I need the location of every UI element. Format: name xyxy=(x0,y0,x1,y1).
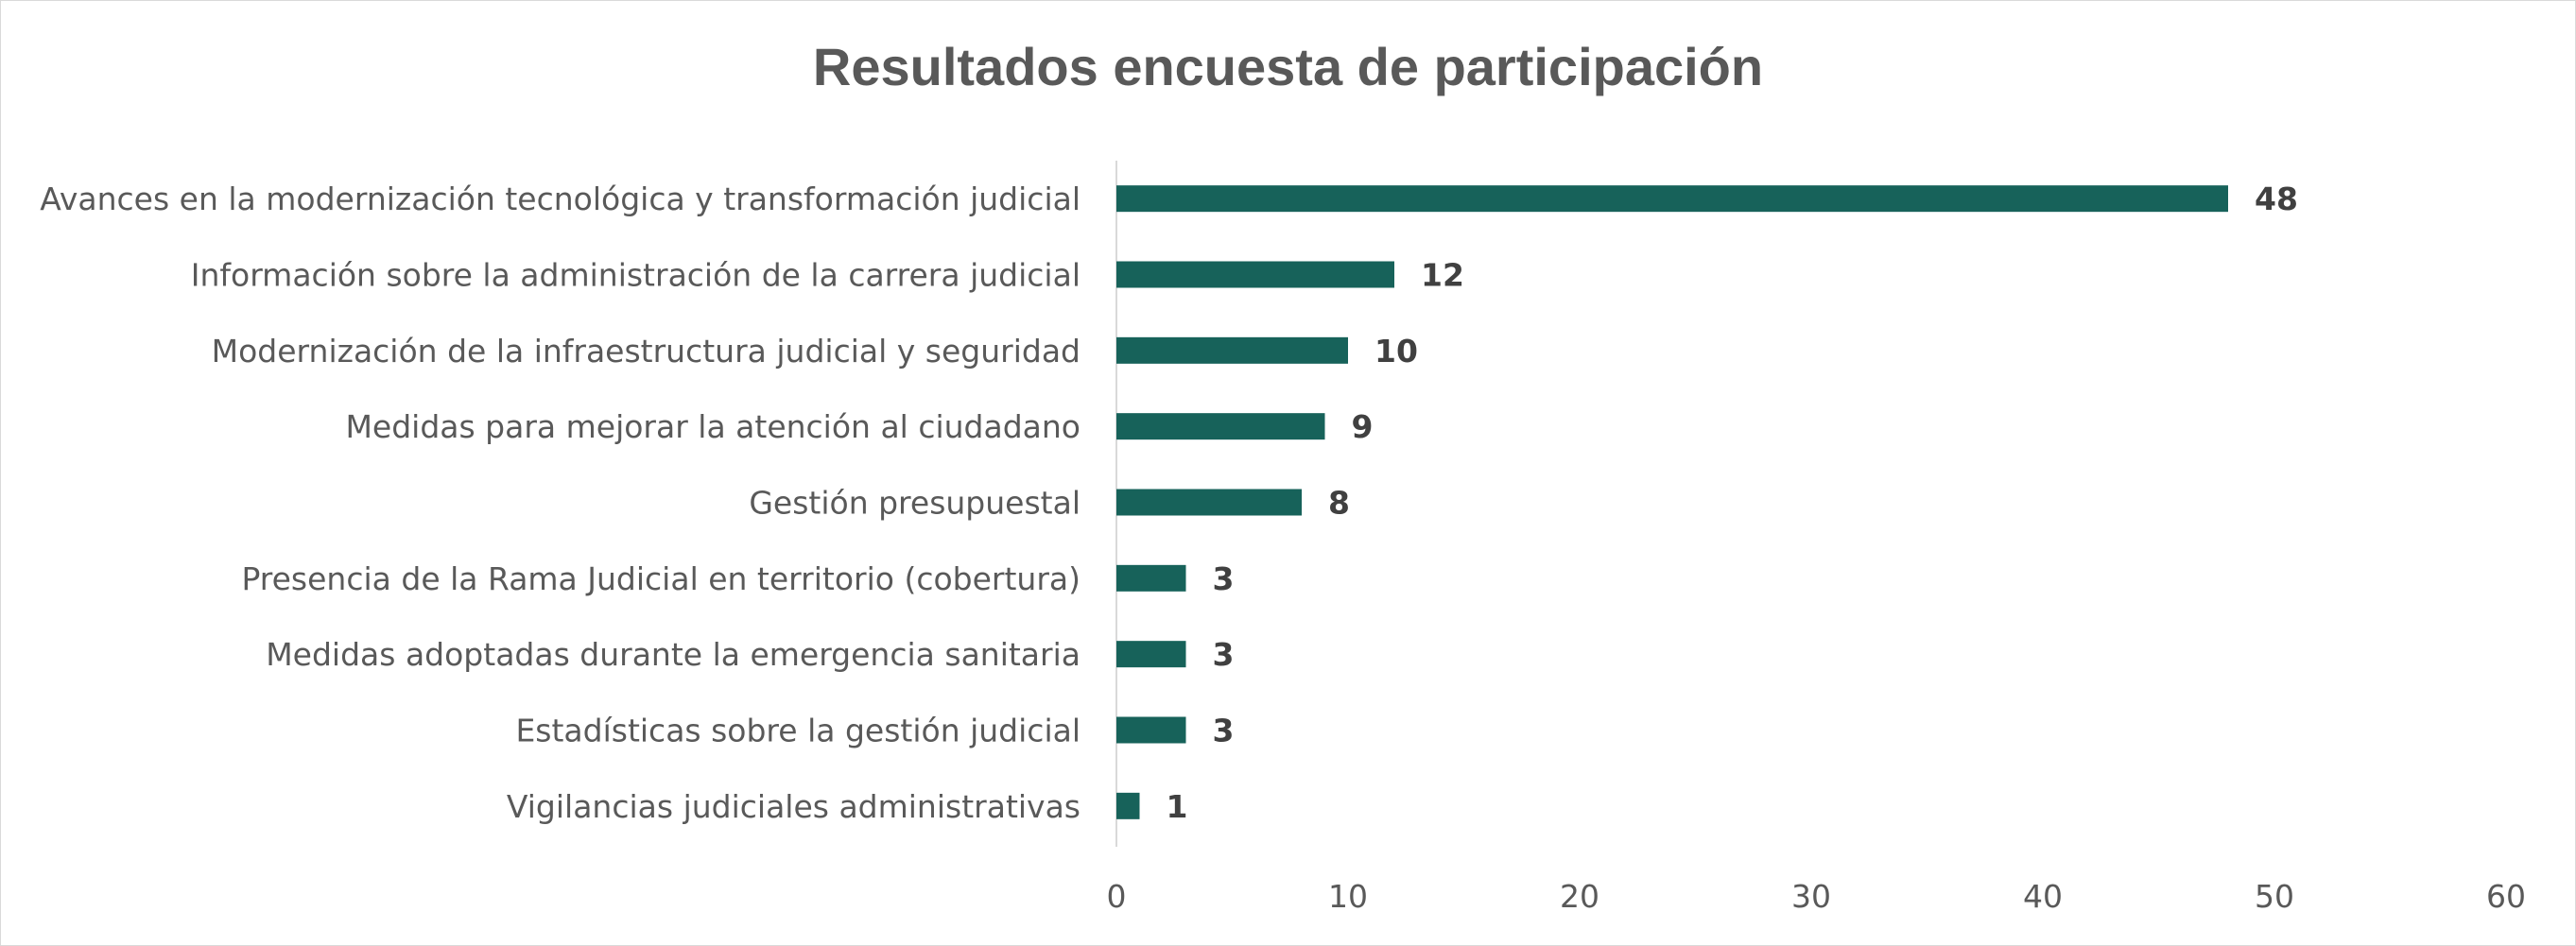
data-label: 1 xyxy=(1167,788,1188,825)
category-label: Modernización de la infraestructura judi… xyxy=(212,333,1081,370)
x-tick-label: 0 xyxy=(1107,878,1127,915)
x-tick-label: 60 xyxy=(2486,878,2526,915)
data-label: 10 xyxy=(1374,333,1418,370)
category-label: Información sobre la administración de l… xyxy=(191,257,1081,294)
x-tick-label: 20 xyxy=(1560,878,1599,915)
chart-title: Resultados encuesta de participación xyxy=(812,37,1764,96)
x-tick-label: 10 xyxy=(1328,878,1368,915)
x-tick-label: 40 xyxy=(2023,878,2063,915)
x-tick-label: 50 xyxy=(2255,878,2294,915)
category-label: Presencia de la Rama Judicial en territo… xyxy=(241,560,1081,597)
bar xyxy=(1116,336,1348,364)
category-label: Medidas adoptadas durante la emergencia … xyxy=(266,636,1081,673)
data-label: 8 xyxy=(1328,485,1350,522)
category-label: Estadísticas sobre la gestión judicial xyxy=(515,713,1081,749)
data-label: 3 xyxy=(1213,713,1235,749)
category-label: Vigilancias judiciales administrativas xyxy=(507,788,1081,825)
bar xyxy=(1116,185,2228,213)
data-label: 9 xyxy=(1352,408,1374,445)
bar xyxy=(1116,261,1394,288)
data-label: 3 xyxy=(1213,560,1235,597)
bar xyxy=(1116,489,1302,516)
bar xyxy=(1116,413,1325,440)
x-tick-label: 30 xyxy=(1791,878,1831,915)
data-label: 48 xyxy=(2255,181,2298,217)
category-label: Avances en la modernización tecnológica … xyxy=(40,181,1081,217)
bar xyxy=(1116,716,1186,744)
category-label: Medidas para mejorar la atención al ciud… xyxy=(345,408,1081,445)
bar xyxy=(1116,641,1186,668)
bar xyxy=(1116,564,1186,592)
category-label: Gestión presupuestal xyxy=(749,485,1081,522)
data-label: 12 xyxy=(1421,257,1464,294)
bar xyxy=(1116,792,1140,819)
data-label: 3 xyxy=(1213,636,1235,673)
